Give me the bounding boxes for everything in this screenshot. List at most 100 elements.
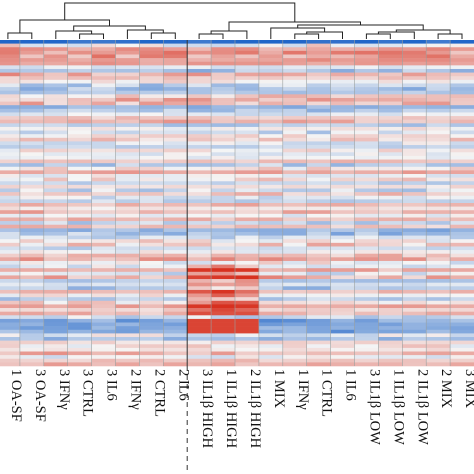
heatmap-cell <box>378 311 403 316</box>
heatmap-cell <box>211 54 236 59</box>
heatmap-cell <box>211 340 236 345</box>
heatmap-cell <box>67 286 92 291</box>
heatmap-cell <box>187 264 212 269</box>
heatmap-cell <box>426 286 451 291</box>
heatmap-cell <box>450 231 474 236</box>
heatmap-cell <box>330 337 355 341</box>
heatmap-cell <box>426 195 451 200</box>
heatmap-cell <box>187 181 212 186</box>
heatmap-cell <box>450 105 474 110</box>
heatmap-cell <box>0 177 21 182</box>
heatmap-cell <box>91 253 116 258</box>
heatmap-cell <box>450 297 474 302</box>
heatmap-cell <box>211 300 236 305</box>
heatmap-cell <box>330 242 355 247</box>
heatmap-cell <box>402 65 427 70</box>
heatmap-cell <box>330 155 355 160</box>
heatmap-cell <box>426 315 451 320</box>
heatmap-cell <box>258 315 284 320</box>
heatmap-cell <box>402 344 427 349</box>
column-dendrogram <box>7 2 463 39</box>
heatmap-cell <box>19 181 45 186</box>
heatmap-cell <box>0 105 21 110</box>
heatmap-cell <box>235 159 260 164</box>
heatmap-cell <box>19 83 45 88</box>
heatmap-cell <box>163 94 188 99</box>
heatmap-cell <box>211 282 236 287</box>
heatmap-cell <box>91 286 116 291</box>
heatmap-cell <box>450 148 474 153</box>
heatmap-cell <box>163 123 188 128</box>
heatmap-cell <box>0 228 21 233</box>
heatmap-cell <box>0 322 21 327</box>
heatmap-cell <box>354 246 379 251</box>
heatmap-cell <box>354 253 379 258</box>
heatmap-cell <box>235 94 260 99</box>
heatmap-cell <box>115 137 140 142</box>
heatmap-cell <box>450 108 474 113</box>
heatmap-cell <box>354 61 379 66</box>
heatmap-cell <box>211 279 236 283</box>
heatmap-cell <box>402 311 427 316</box>
heatmap-cell <box>258 337 284 341</box>
heatmap-cell <box>282 235 307 240</box>
heatmap-cell <box>378 137 403 142</box>
heatmap-cell <box>211 217 236 222</box>
heatmap-cell <box>163 184 188 189</box>
heatmap-cell <box>0 155 21 160</box>
heatmap-cell <box>187 260 212 265</box>
heatmap-cell <box>163 203 188 207</box>
heatmap-cell <box>282 155 307 160</box>
heatmap-cell <box>67 126 92 131</box>
heatmap-cell <box>402 239 427 244</box>
heatmap-cell <box>354 123 379 128</box>
heatmap-cell <box>115 300 140 305</box>
heatmap-cell <box>0 126 21 131</box>
heatmap-cell <box>139 137 164 142</box>
heatmap-cell <box>450 362 474 367</box>
heatmap-cell <box>115 337 140 341</box>
heatmap-cell <box>235 333 260 338</box>
heatmap-cell <box>354 203 379 207</box>
heatmap-cell <box>450 286 474 291</box>
heatmap-cell <box>187 362 212 367</box>
heatmap-cell <box>235 47 260 52</box>
heatmap-cell <box>402 188 427 193</box>
heatmap-cell <box>426 159 451 164</box>
heatmap-cell <box>354 54 379 59</box>
heatmap-cell <box>187 83 212 88</box>
heatmap-cell <box>0 347 21 352</box>
heatmap-cell <box>450 358 474 363</box>
heatmap-cell <box>378 318 403 323</box>
heatmap-cell <box>187 315 212 320</box>
heatmap-cell <box>235 145 260 149</box>
heatmap-cell <box>282 65 307 70</box>
heatmap-cell <box>258 235 284 240</box>
heatmap-cell <box>211 322 236 327</box>
heatmap-cell <box>426 213 451 218</box>
heatmap-cell <box>163 141 188 146</box>
heatmap-cell <box>19 279 45 283</box>
heatmap-cell <box>426 188 451 193</box>
heatmap-cell <box>330 257 355 262</box>
heatmap-cell <box>19 72 45 77</box>
heatmap-cell <box>19 126 45 131</box>
heatmap-cell <box>354 322 379 327</box>
heatmap-cell <box>354 119 379 124</box>
heatmap-cell <box>163 116 188 120</box>
heatmap-cell <box>426 246 451 251</box>
heatmap-cell <box>19 228 45 233</box>
heatmap-cell <box>0 250 21 255</box>
heatmap-cell <box>187 97 212 102</box>
heatmap-cell <box>258 72 284 77</box>
heatmap-cell <box>0 337 21 341</box>
heatmap-cell <box>91 188 116 193</box>
heatmap-cell <box>115 50 140 55</box>
heatmap-cell <box>282 282 307 287</box>
heatmap-cell <box>139 101 164 106</box>
heatmap-cell <box>211 231 236 236</box>
heatmap-cell <box>163 333 188 338</box>
heatmap-cell <box>330 286 355 291</box>
heatmap-cell <box>43 315 68 320</box>
heatmap-cell <box>330 300 355 305</box>
